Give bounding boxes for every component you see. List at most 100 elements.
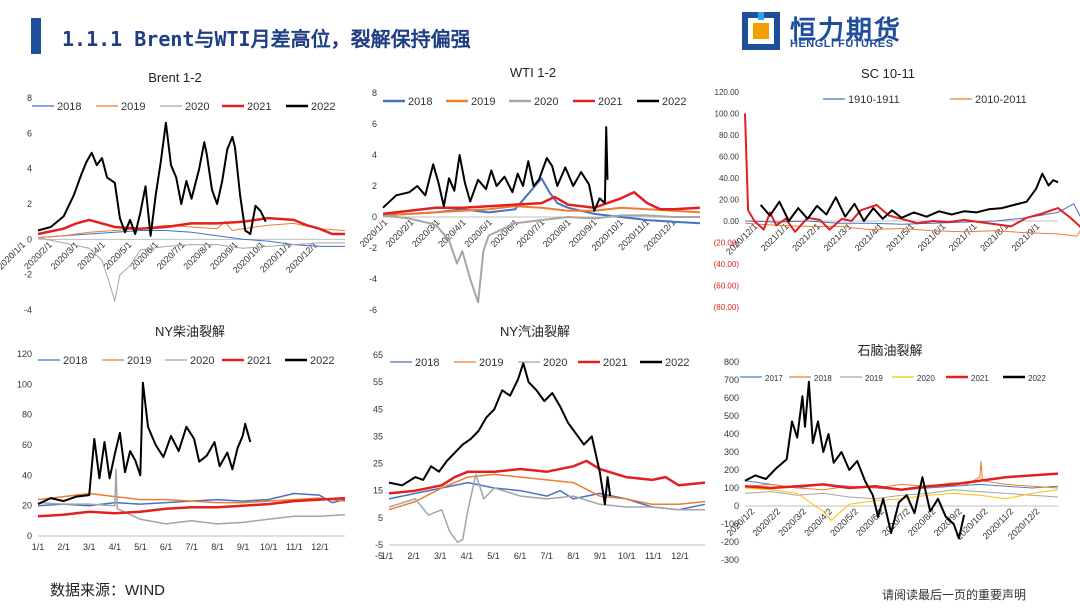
legend-label: 2019 — [121, 101, 145, 113]
y-tick-label: 120.00 — [715, 88, 740, 97]
chart-sc: SC 10-11 120.00 100.00 80.00 60.00 40.00 20.00… — [714, 66, 1080, 312]
y-tick-label: 45 — [373, 404, 383, 414]
legend-label: 2010-2011 — [975, 94, 1027, 106]
x-tick-label: 2021/6/1 — [916, 221, 948, 253]
y-tick-label: 0 — [734, 501, 739, 511]
y-tick-label: 0 — [27, 531, 32, 541]
x-tick-label: 2021/9/1 — [1010, 221, 1042, 253]
y-tick-label: 40.00 — [719, 174, 740, 183]
x-tick-label: 3/1 — [434, 551, 447, 561]
x-tick-label: 2021/4/1 — [853, 221, 885, 253]
series-line-2021 — [37, 216, 345, 236]
x-tick-label: 9/1 — [594, 551, 607, 561]
y-tick-label: 5 — [378, 513, 383, 523]
legend-label: 2019 — [865, 374, 883, 383]
y-tick-label: 80.00 — [719, 131, 740, 140]
y-tick-label: 100.00 — [715, 110, 740, 119]
x-tick-label: 9/1 — [237, 542, 250, 552]
legend-label: 2018 — [415, 357, 439, 369]
x-tick-label: 2020/5/1 — [462, 217, 494, 249]
series-line-2020 — [37, 468, 346, 525]
series-line-2022 — [382, 126, 609, 212]
x-tick-label: 3/1 — [83, 542, 96, 552]
brand-name-cn: 恒力期货 — [790, 16, 903, 46]
x-tick-label: 2020/2/1 — [22, 240, 54, 272]
y-tick-label: 35 — [373, 431, 383, 441]
x-tick-label: 5/1 — [134, 542, 147, 552]
y-tick-label: 65 — [373, 350, 383, 360]
series-line-2021 — [744, 472, 1059, 492]
series-line-2019 — [744, 489, 1059, 500]
y-tick-label: (20.00) — [714, 239, 740, 248]
x-tick-label: 2020/8/1 — [541, 217, 573, 249]
x-tick-label: 6/1 — [514, 551, 527, 561]
hengli-logo-icon — [742, 12, 780, 50]
y-tick-label: 25 — [373, 459, 383, 469]
x-tick-label: 8/1 — [211, 542, 224, 552]
legend-label: 2019 — [479, 357, 503, 369]
y-tick-label: 0.00 — [723, 217, 739, 226]
chart-ny_diesel: NY柴油裂解 120 100 80 60 40 20 01/1 2/1 3/1 4/1 5/1 6/1 7… — [17, 324, 346, 552]
series-line-2022 — [37, 381, 252, 506]
x-axis-origin-label: -5 — [375, 551, 383, 561]
series-line-2021 — [388, 459, 706, 495]
y-tick-label: (60.00) — [714, 282, 740, 291]
y-tick-label: -4 — [24, 305, 32, 315]
legend-label: 1910-1911 — [848, 94, 900, 106]
y-tick-label: 0 — [27, 234, 32, 244]
chart-title: NY汽油裂解 — [500, 324, 570, 339]
x-tick-label: 10/1 — [618, 551, 636, 561]
x-tick-label: 7/1 — [541, 551, 554, 561]
series-line-2019 — [382, 205, 701, 217]
legend-label: 2018 — [57, 101, 81, 113]
series-line-2022 — [388, 362, 612, 506]
x-tick-label: 11/1 — [645, 551, 662, 561]
legend-label: 2022 — [665, 357, 689, 369]
y-tick-label: 4 — [372, 150, 377, 160]
series-line-2020 — [744, 487, 1059, 521]
y-tick-label: 60.00 — [719, 153, 740, 162]
x-tick-label: 1/1 — [381, 551, 394, 561]
x-tick-label: 2020/7/1 — [155, 240, 187, 272]
legend-label: 2022 — [311, 101, 335, 113]
x-tick-label: 12/1 — [671, 551, 689, 561]
legend-label: 2020 — [534, 96, 558, 108]
y-tick-label: 100 — [724, 483, 739, 493]
legend-label: 2019 — [127, 355, 151, 367]
chart-title: WTI 1-2 — [510, 65, 556, 80]
y-tick-label: 8 — [27, 93, 32, 103]
series-line-2022 — [37, 121, 267, 237]
chart-naphtha: 石脑油裂解 800 700 600 500 400 300 200 100 0 -100 -200 -3… — [721, 343, 1059, 565]
y-tick-label: 6 — [372, 119, 377, 129]
y-tick-label: 2 — [27, 199, 32, 209]
y-tick-label: (80.00) — [714, 303, 740, 312]
legend-label: 2021 — [247, 355, 271, 367]
legend-label: 2021 — [603, 357, 627, 369]
y-tick-label: 500 — [724, 411, 739, 421]
x-tick-label: 5/1 — [487, 551, 500, 561]
y-tick-label: 0 — [372, 212, 377, 222]
y-tick-label: 600 — [724, 393, 739, 403]
series-line-2022 — [759, 172, 1059, 222]
y-tick-label: -4 — [369, 274, 377, 284]
series-line-2017 — [744, 480, 1059, 491]
x-tick-label: 2021/7/1 — [947, 221, 979, 253]
chart-title: Brent 1-2 — [148, 70, 201, 85]
legend-label: 2020 — [190, 355, 214, 367]
series-line-2021 — [382, 190, 701, 216]
y-tick-label: 40 — [22, 470, 32, 480]
x-tick-label: 10/1 — [260, 542, 278, 552]
y-tick-label: 200 — [724, 465, 739, 475]
x-tick-label: 7/1 — [186, 542, 199, 552]
series-line-2020 — [388, 473, 705, 544]
series-line-2019 — [37, 221, 346, 239]
legend-label: 2021 — [971, 374, 989, 383]
y-tick-label: -200 — [721, 537, 739, 547]
legend-label: 2021 — [247, 101, 271, 113]
y-tick-label: 15 — [373, 486, 383, 496]
y-tick-label: 100 — [17, 379, 32, 389]
chart-title: SC 10-11 — [861, 66, 915, 81]
legend-label: 2020 — [543, 357, 567, 369]
y-tick-label: 20 — [22, 501, 32, 511]
